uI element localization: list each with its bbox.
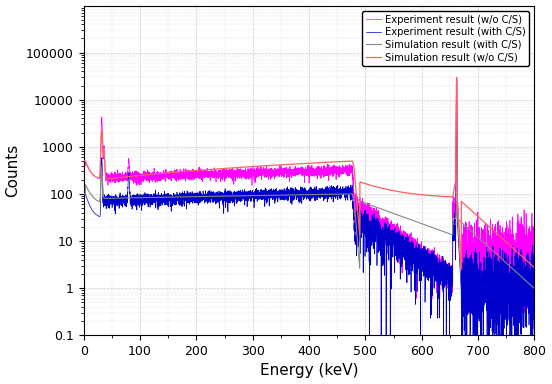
Simulation result (with C/S) xyxy=(81,192,87,196)
Experiment result (with C/S) xyxy=(188,192,194,197)
Experiment result (w/o C/S) xyxy=(528,242,534,247)
Experiment result (w/o C/S) xyxy=(453,75,460,79)
Experiment result (with C/S) xyxy=(190,198,197,202)
Experiment result (with C/S) xyxy=(453,112,460,116)
X-axis label: Energy (keV): Energy (keV) xyxy=(260,363,358,379)
Simulation result (w/o C/S) xyxy=(300,161,306,166)
Simulation result (w/o C/S) xyxy=(81,159,87,163)
Simulation result (with C/S) xyxy=(98,170,105,175)
Experiment result (w/o C/S) xyxy=(531,233,538,238)
Experiment result (w/o C/S) xyxy=(185,170,192,174)
Experiment result (with C/S) xyxy=(366,333,373,338)
Experiment result (w/o C/S) xyxy=(461,310,468,315)
Line: Simulation result (with C/S): Simulation result (with C/S) xyxy=(84,173,534,288)
Experiment result (w/o C/S) xyxy=(190,169,197,174)
Line: Experiment result (with C/S): Experiment result (with C/S) xyxy=(84,114,534,335)
Experiment result (w/o C/S) xyxy=(250,169,257,174)
Simulation result (w/o C/S) xyxy=(531,265,538,270)
Simulation result (w/o C/S) xyxy=(436,194,442,199)
Experiment result (with C/S) xyxy=(528,310,534,314)
Line: Simulation result (w/o C/S): Simulation result (w/o C/S) xyxy=(84,77,534,270)
Simulation result (with C/S) xyxy=(518,275,525,279)
Line: Experiment result (w/o C/S): Experiment result (w/o C/S) xyxy=(84,77,534,313)
Simulation result (w/o C/S) xyxy=(288,162,294,167)
Legend: Experiment result (w/o C/S), Experiment result (with C/S), Simulation result (wi: Experiment result (w/o C/S), Experiment … xyxy=(362,10,529,66)
Experiment result (with C/S) xyxy=(531,270,538,275)
Simulation result (w/o C/S) xyxy=(518,254,525,258)
Simulation result (w/o C/S) xyxy=(458,267,464,272)
Simulation result (with C/S) xyxy=(436,228,442,232)
Simulation result (with C/S) xyxy=(288,193,294,197)
Experiment result (with C/S) xyxy=(283,197,289,201)
Experiment result (with C/S) xyxy=(81,192,87,196)
Experiment result (with C/S) xyxy=(185,200,192,205)
Experiment result (with C/S) xyxy=(250,196,257,201)
Experiment result (w/o C/S) xyxy=(81,163,87,168)
Experiment result (w/o C/S) xyxy=(188,175,194,180)
Simulation result (with C/S) xyxy=(300,192,306,197)
Simulation result (with C/S) xyxy=(104,196,110,201)
Simulation result (with C/S) xyxy=(518,275,525,279)
Simulation result (w/o C/S) xyxy=(518,254,525,258)
Y-axis label: Counts: Counts xyxy=(6,144,20,197)
Experiment result (w/o C/S) xyxy=(283,170,289,174)
Simulation result (w/o C/S) xyxy=(103,177,110,181)
Simulation result (with C/S) xyxy=(531,286,538,291)
Simulation result (w/o C/S) xyxy=(453,75,460,79)
